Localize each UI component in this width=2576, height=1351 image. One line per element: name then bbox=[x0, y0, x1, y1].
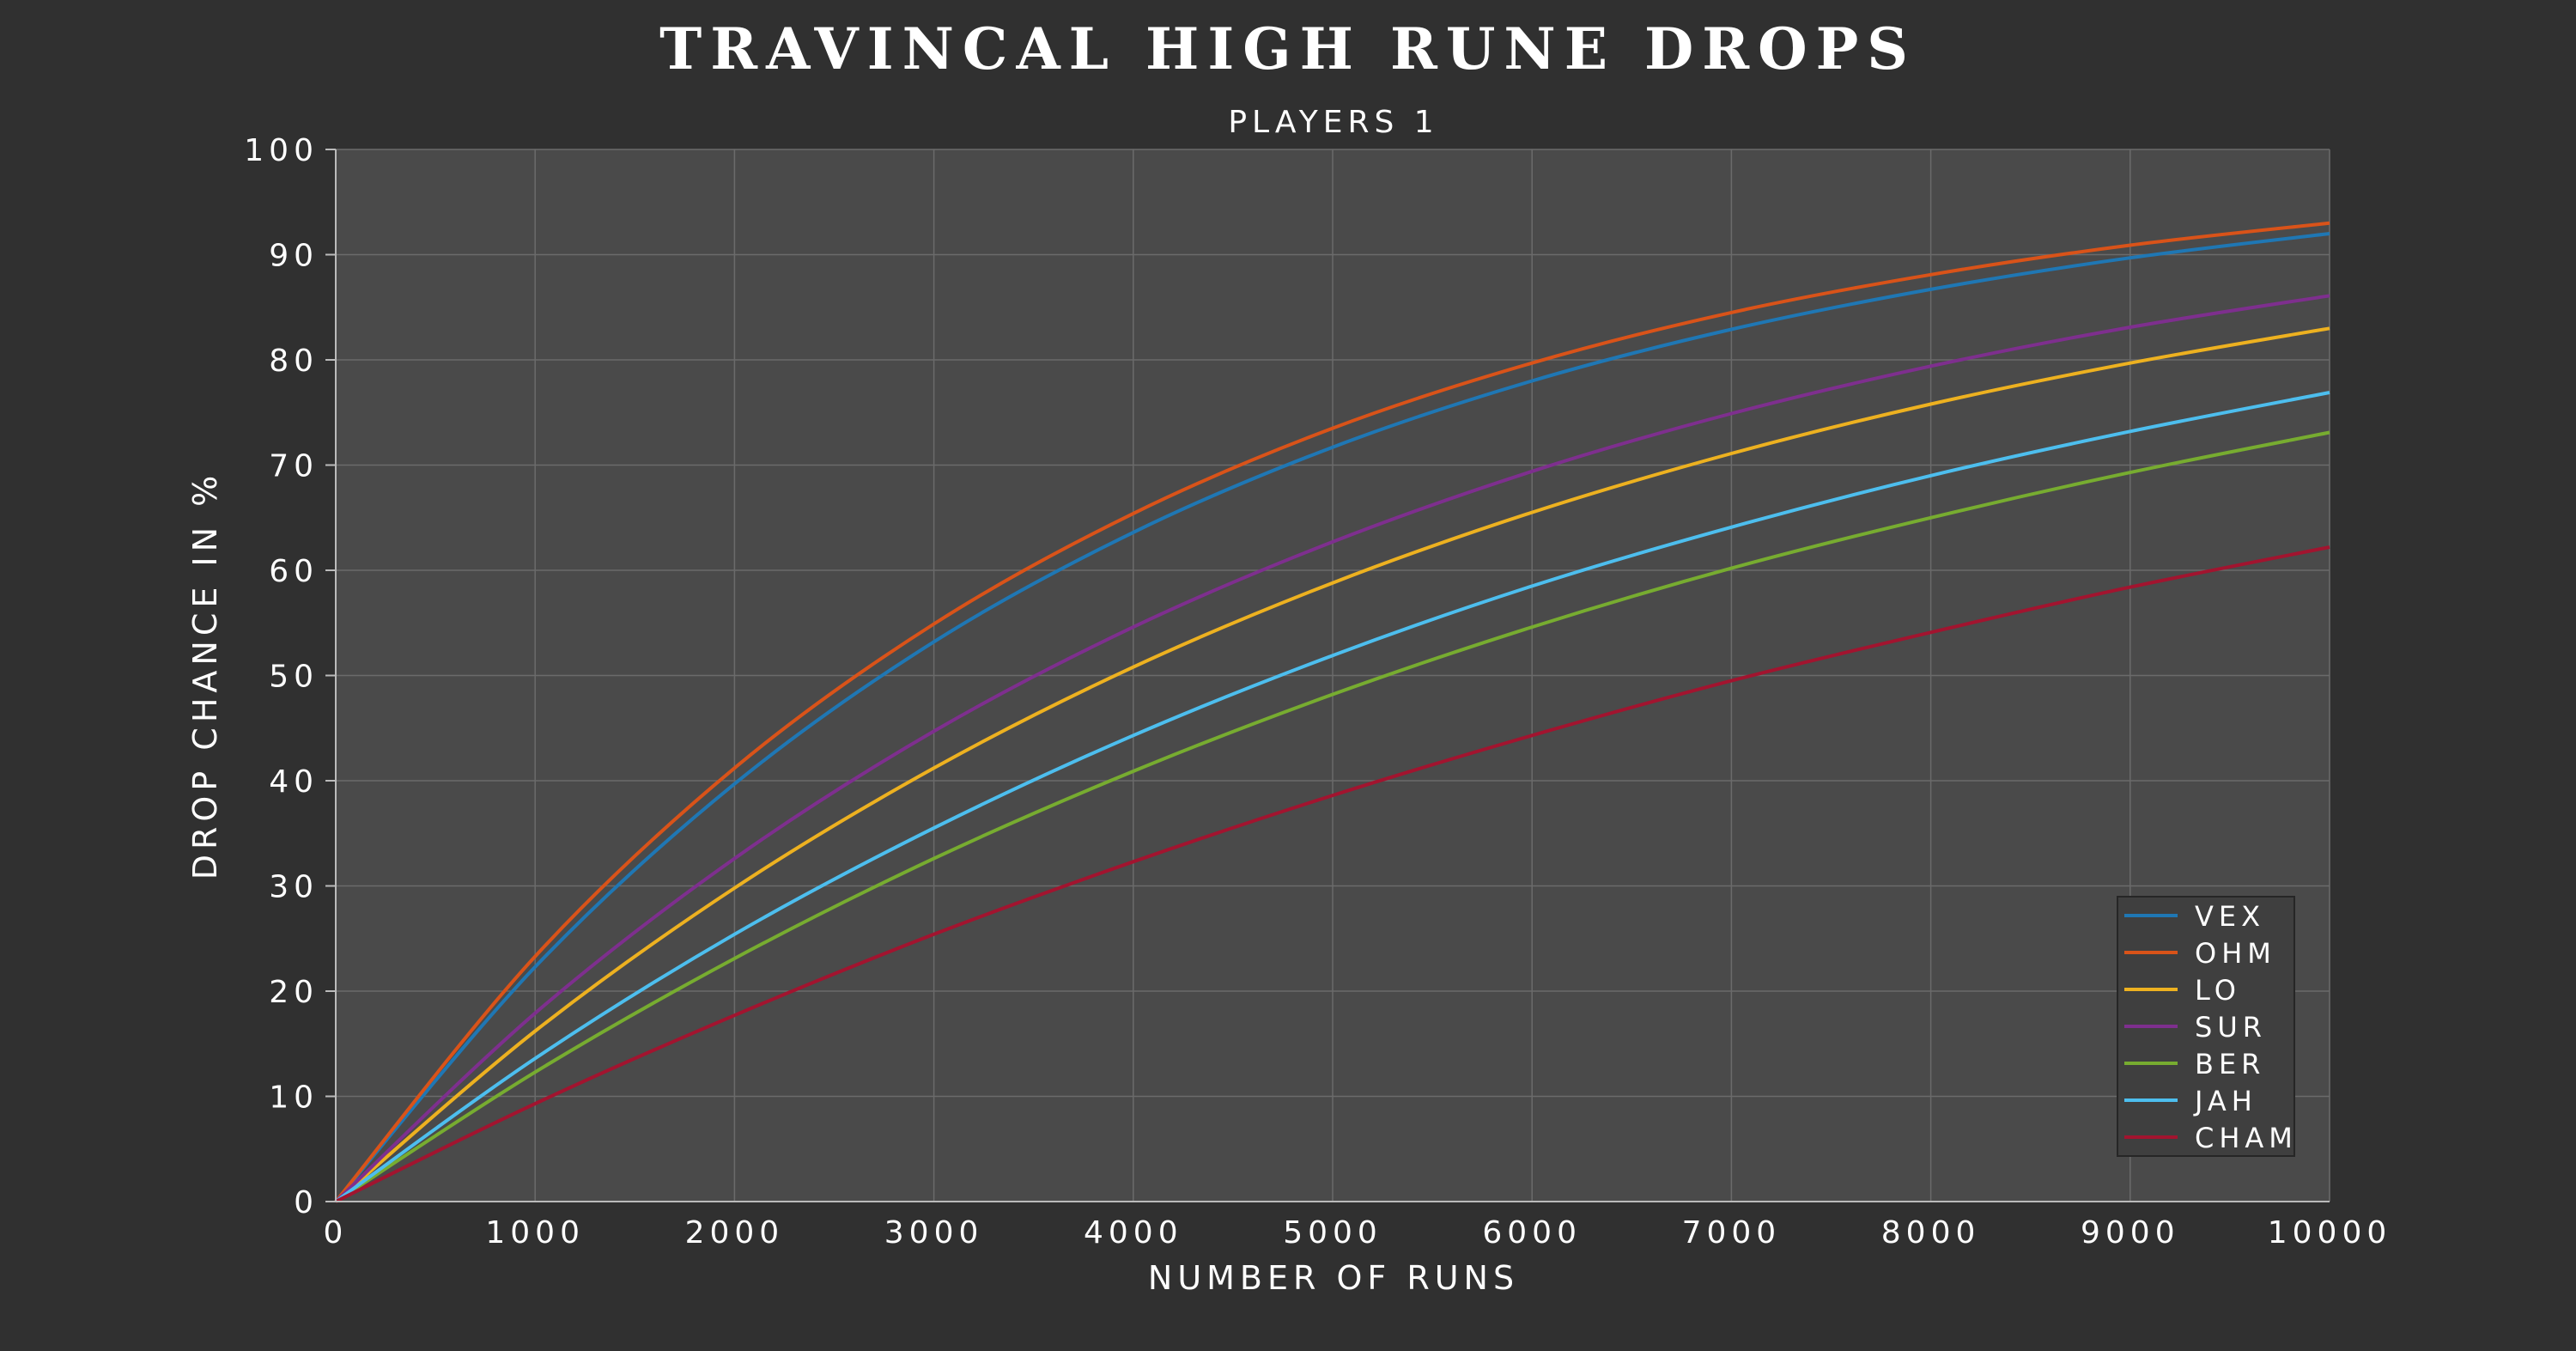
x-axis-label: NUMBER OF RUNS bbox=[1148, 1259, 1519, 1297]
series-lines bbox=[334, 221, 2330, 1203]
y-tick-label: 100 bbox=[244, 133, 319, 168]
x-tick-label: 10000 bbox=[2268, 1215, 2392, 1251]
y-tick-label: 90 bbox=[269, 239, 319, 274]
series-line-ohm bbox=[334, 221, 2330, 1203]
y-tick-label: 0 bbox=[294, 1185, 319, 1220]
y-tick-label: 20 bbox=[269, 975, 319, 1010]
x-tick-label: 0 bbox=[324, 1215, 349, 1251]
x-tick-label: 1000 bbox=[485, 1215, 585, 1251]
x-tick-label: 6000 bbox=[1482, 1215, 1582, 1251]
series-line-ber bbox=[334, 430, 2330, 1203]
x-tick-label: 8000 bbox=[1881, 1215, 1981, 1251]
chart-subtitle: PLAYERS 1 bbox=[1228, 105, 1438, 140]
x-tick-label: 2000 bbox=[685, 1215, 785, 1251]
legend-label-lo: LO bbox=[2195, 974, 2241, 1007]
y-tick-label: 40 bbox=[269, 764, 319, 800]
y-axis-label: DROP CHANCE IN % bbox=[186, 471, 224, 880]
series-line-sur bbox=[334, 294, 2330, 1203]
series-line-cham bbox=[335, 545, 2330, 1203]
legend-label-ber: BER bbox=[2195, 1048, 2265, 1080]
legend-label-sur: SUR bbox=[2195, 1011, 2267, 1044]
x-tick-label: 5000 bbox=[1283, 1215, 1382, 1251]
x-tick-label: 9000 bbox=[2081, 1215, 2180, 1251]
y-tick-label: 60 bbox=[269, 554, 319, 589]
legend-label-ohm: OHM bbox=[2195, 937, 2276, 970]
series-line-jah bbox=[334, 391, 2330, 1203]
axis-ticks: 0 1000 2000 3000 4000 5000 6000 7000 8000 9000 100… bbox=[244, 133, 2392, 1251]
y-tick-label: 30 bbox=[269, 870, 319, 905]
series-line-vex bbox=[334, 232, 2330, 1203]
grid bbox=[335, 149, 2330, 1202]
legend-label-cham: CHAM bbox=[2195, 1122, 2298, 1154]
legend-label-vex: VEX bbox=[2195, 900, 2265, 933]
legend: VEX OHM LO SUR BER JAH CHAM bbox=[2117, 896, 2298, 1157]
chart-title: TRAVINCAL HIGH RUNE DROPS bbox=[659, 15, 1917, 82]
x-tick-label: 3000 bbox=[884, 1215, 984, 1251]
x-tick-label: 7000 bbox=[1682, 1215, 1782, 1251]
y-tick-label: 70 bbox=[269, 449, 319, 484]
y-tick-label: 80 bbox=[269, 344, 319, 379]
legend-label-jah: JAH bbox=[2193, 1085, 2257, 1117]
y-tick-label: 10 bbox=[269, 1080, 319, 1116]
y-tick-label: 50 bbox=[269, 660, 319, 695]
x-tick-label: 4000 bbox=[1084, 1215, 1183, 1251]
series-line-lo bbox=[334, 326, 2330, 1203]
